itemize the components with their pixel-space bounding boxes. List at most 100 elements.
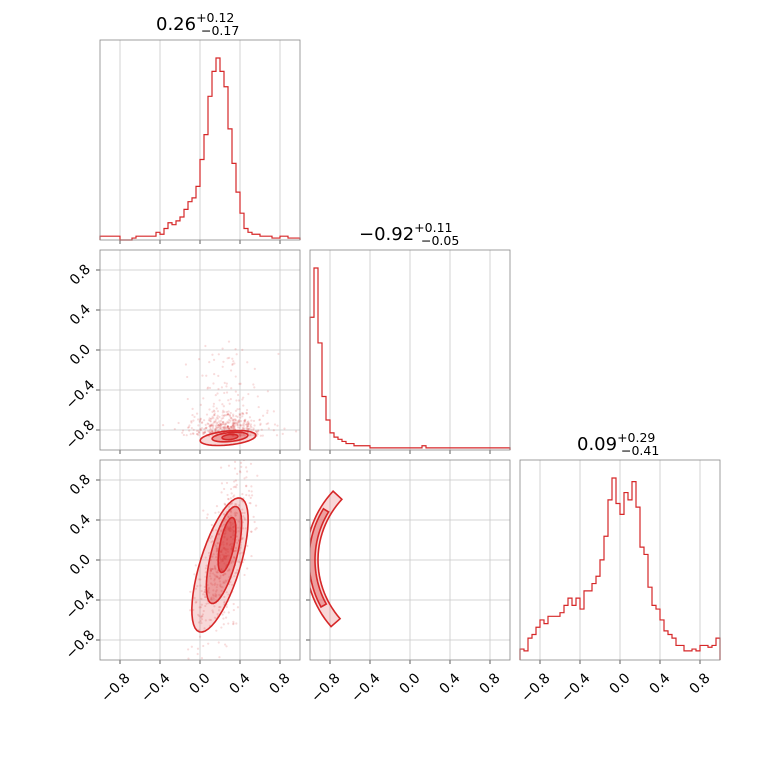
sample-point bbox=[219, 558, 222, 561]
sample-point bbox=[176, 622, 178, 624]
sample-point bbox=[245, 408, 249, 412]
sample-point bbox=[143, 514, 145, 516]
sample-point bbox=[260, 428, 263, 431]
sample-point bbox=[143, 596, 145, 598]
sample-point bbox=[225, 645, 228, 648]
sample-point bbox=[223, 502, 226, 505]
sample-point bbox=[233, 460, 237, 463]
sample-point bbox=[134, 541, 136, 543]
sample-point bbox=[245, 423, 248, 426]
sample-point bbox=[219, 419, 223, 422]
sample-point bbox=[123, 557, 125, 559]
sample-point bbox=[246, 423, 249, 426]
sample-point bbox=[226, 425, 229, 428]
sample-point bbox=[267, 422, 270, 425]
sample-point bbox=[150, 607, 152, 609]
sample-point bbox=[213, 421, 217, 424]
sample-point bbox=[252, 515, 255, 518]
sample-point bbox=[156, 608, 158, 610]
sample-point bbox=[232, 415, 235, 418]
sample-point bbox=[227, 427, 231, 430]
sample-point bbox=[165, 614, 167, 616]
sample-point bbox=[128, 585, 130, 587]
sample-point bbox=[155, 609, 157, 611]
sample-point bbox=[213, 412, 216, 415]
sample-point bbox=[223, 428, 226, 431]
sample-point bbox=[127, 568, 129, 570]
sample-point bbox=[209, 572, 212, 575]
y-tick-label: −0.8 bbox=[63, 627, 98, 662]
sample-point bbox=[247, 392, 250, 396]
sample-point bbox=[244, 418, 247, 421]
sample-point bbox=[187, 629, 189, 631]
sample-point bbox=[220, 529, 223, 532]
sample-point bbox=[194, 564, 197, 567]
sample-point bbox=[205, 482, 207, 484]
sample-point bbox=[197, 621, 201, 624]
sample-point bbox=[259, 434, 262, 437]
sample-point bbox=[132, 541, 134, 543]
sample-point bbox=[154, 509, 156, 511]
sample-point bbox=[228, 413, 231, 417]
sample-point bbox=[211, 583, 214, 586]
sample-point bbox=[172, 626, 174, 628]
sample-point bbox=[199, 417, 202, 420]
sample-point bbox=[229, 525, 232, 529]
sample-point bbox=[131, 541, 133, 543]
sample-point bbox=[257, 405, 260, 409]
sample-point bbox=[126, 543, 128, 545]
sample-point bbox=[250, 419, 253, 422]
sample-point bbox=[231, 425, 234, 428]
sample-point bbox=[217, 424, 220, 427]
sample-point bbox=[273, 423, 277, 426]
sample-point bbox=[134, 536, 136, 538]
sample-point bbox=[199, 584, 202, 587]
sample-point bbox=[209, 575, 212, 578]
sample-point bbox=[196, 636, 198, 638]
sample-point bbox=[133, 538, 135, 540]
panel-frame bbox=[99, 39, 301, 241]
sample-point bbox=[141, 591, 143, 593]
sample-point bbox=[262, 414, 265, 417]
sample-point bbox=[281, 432, 284, 435]
sample-point bbox=[209, 428, 212, 431]
sample-point bbox=[137, 527, 139, 529]
sample-point bbox=[177, 492, 179, 494]
sample-point bbox=[134, 577, 136, 579]
sample-point bbox=[222, 555, 226, 558]
sample-point bbox=[195, 632, 197, 634]
sample-point bbox=[241, 551, 244, 554]
sample-point bbox=[183, 484, 185, 486]
sample-point bbox=[186, 484, 188, 486]
sample-point bbox=[214, 595, 218, 598]
sample-point bbox=[234, 514, 237, 517]
sample-point bbox=[183, 632, 185, 634]
sample-point bbox=[205, 374, 208, 377]
sample-point bbox=[228, 421, 231, 424]
sample-point bbox=[180, 624, 182, 626]
sample-point bbox=[222, 556, 226, 559]
x-tick-label: −0.4 bbox=[348, 670, 383, 705]
title-value: 0.26 bbox=[156, 14, 196, 35]
sample-point bbox=[129, 545, 131, 547]
sample-point bbox=[133, 529, 135, 531]
sample-point bbox=[201, 431, 205, 434]
sample-point bbox=[252, 428, 255, 431]
sample-point bbox=[223, 548, 227, 551]
sample-point bbox=[187, 657, 190, 660]
sample-point bbox=[243, 419, 246, 422]
sample-point bbox=[135, 525, 137, 527]
y-tick-label: −0.8 bbox=[63, 417, 98, 452]
sample-point bbox=[205, 426, 208, 430]
sample-point bbox=[148, 610, 150, 612]
sample-point bbox=[179, 486, 181, 488]
sample-point bbox=[129, 534, 131, 536]
sample-point bbox=[235, 422, 239, 425]
sample-point bbox=[247, 422, 250, 426]
sample-point bbox=[227, 622, 230, 625]
title-minus: −0.05 bbox=[421, 233, 459, 248]
sample-point bbox=[130, 573, 132, 575]
sample-point bbox=[231, 421, 235, 424]
sample-point bbox=[163, 502, 165, 504]
sample-point bbox=[234, 421, 237, 425]
